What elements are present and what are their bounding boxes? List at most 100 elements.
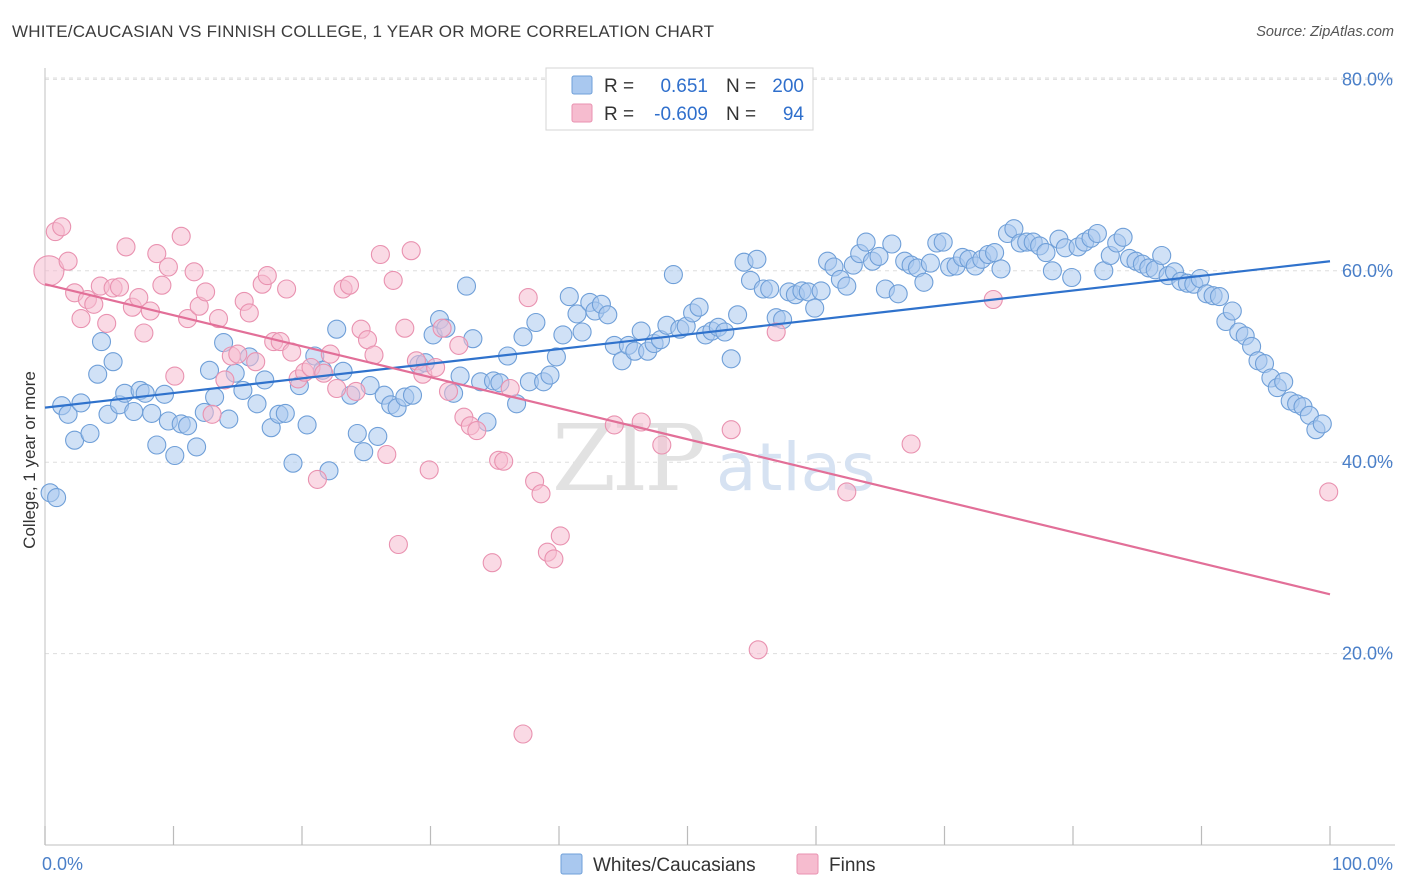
legend-r-label: R = bbox=[604, 76, 634, 97]
data-point-finns bbox=[518, 288, 538, 308]
data-point-finns bbox=[228, 344, 248, 364]
data-point-finns bbox=[116, 237, 136, 257]
data-point-finns bbox=[604, 415, 624, 435]
data-point-finns bbox=[165, 366, 185, 386]
data-point-finns bbox=[432, 318, 452, 338]
data-point-finns bbox=[134, 323, 154, 343]
watermark-zip: ZIP bbox=[552, 405, 703, 512]
data-point-whites bbox=[80, 423, 100, 444]
data-point-whites bbox=[1152, 245, 1172, 266]
data-point-finns bbox=[426, 357, 446, 378]
legend-r-value: -0.609 bbox=[654, 104, 708, 125]
data-point-whites bbox=[920, 253, 940, 273]
data-point-whites bbox=[837, 276, 857, 296]
chart-title: WHITE/CAUCASIAN VS FINNISH COLLEGE, 1 YE… bbox=[12, 22, 715, 41]
data-point-whites bbox=[553, 325, 573, 345]
data-point-whites bbox=[219, 409, 239, 429]
data-point-whites bbox=[91, 332, 112, 352]
data-point-finns bbox=[449, 335, 469, 355]
data-point-finns bbox=[401, 241, 421, 261]
data-point-finns bbox=[837, 482, 857, 502]
data-point-finns bbox=[158, 257, 178, 277]
legend-n-value: 200 bbox=[772, 76, 804, 97]
data-point-whites bbox=[297, 415, 317, 435]
data-point-whites bbox=[1222, 301, 1242, 321]
axis-layer: 0.0% 100.0% 20.0% 40.0% 60.0% 80.0% bbox=[42, 68, 1395, 874]
legend-r-label: R = bbox=[604, 104, 634, 125]
data-point-finns bbox=[766, 322, 786, 342]
data-point-whites bbox=[333, 361, 353, 381]
data-point-whites bbox=[187, 437, 207, 457]
y-tick-label: 20.0% bbox=[1342, 644, 1393, 664]
data-point-whites bbox=[526, 312, 546, 333]
data-point-finns bbox=[748, 640, 768, 660]
data-point-whites bbox=[1113, 227, 1133, 247]
data-point-whites bbox=[540, 365, 560, 385]
data-point-finns bbox=[339, 275, 360, 295]
x-tick-label: 0.0% bbox=[42, 854, 83, 874]
data-point-whites bbox=[178, 416, 198, 436]
data-point-whites bbox=[914, 272, 934, 292]
data-point-whites bbox=[205, 387, 225, 407]
data-point-finns bbox=[277, 279, 297, 299]
data-point-whites bbox=[882, 234, 902, 254]
data-point-whites bbox=[327, 319, 347, 339]
data-point-finns bbox=[513, 724, 533, 744]
y-tick-label: 60.0% bbox=[1342, 261, 1393, 281]
data-point-finns bbox=[544, 549, 564, 569]
data-point-finns bbox=[184, 262, 204, 282]
data-point-whites bbox=[888, 284, 908, 304]
data-point-finns bbox=[58, 251, 78, 271]
data-point-whites bbox=[760, 279, 780, 299]
data-point-whites bbox=[402, 385, 423, 405]
data-point-finns bbox=[419, 460, 439, 480]
data-point-finns bbox=[246, 352, 266, 372]
legend-n-label: N = bbox=[726, 104, 756, 125]
data-point-finns bbox=[202, 404, 222, 424]
trend-line-finns bbox=[44, 283, 1331, 596]
data-point-finns bbox=[901, 434, 921, 454]
data-point-finns bbox=[171, 226, 191, 246]
data-point-finns bbox=[327, 378, 347, 399]
data-point-whites bbox=[275, 403, 295, 423]
data-point-finns bbox=[314, 363, 334, 383]
y-tick-label: 80.0% bbox=[1342, 69, 1393, 89]
data-point-whites bbox=[283, 453, 303, 473]
data-point-whites bbox=[1042, 261, 1062, 281]
data-point-finns bbox=[652, 435, 672, 455]
data-point-whites bbox=[88, 364, 108, 384]
watermark: ZIP atlas bbox=[552, 405, 876, 512]
data-point-finns bbox=[494, 451, 514, 471]
bottom-legend-label-pink: Finns bbox=[829, 855, 875, 876]
data-point-whites bbox=[354, 442, 374, 462]
data-point-finns bbox=[52, 217, 72, 237]
legend-box: R = 0.651 N = 200 R = -0.609 N = 94 bbox=[545, 67, 814, 131]
data-point-finns bbox=[370, 244, 390, 265]
data-point-finns bbox=[438, 381, 459, 401]
data-point-finns bbox=[1319, 482, 1339, 502]
data-point-whites bbox=[147, 435, 167, 455]
data-point-finns bbox=[208, 309, 229, 329]
legend-n-label: N = bbox=[726, 76, 756, 97]
data-point-whites bbox=[721, 349, 741, 369]
data-point-whites bbox=[47, 488, 67, 508]
data-point-finns bbox=[377, 444, 397, 465]
data-point-finns bbox=[467, 421, 487, 441]
legend-swatch-blue bbox=[571, 75, 593, 95]
data-point-whites bbox=[1062, 267, 1082, 288]
data-point-whites bbox=[546, 347, 566, 367]
data-point-finns bbox=[383, 270, 403, 290]
data-point-finns bbox=[346, 381, 366, 401]
data-point-finns bbox=[550, 526, 570, 546]
legend-swatch-pink bbox=[571, 103, 593, 123]
data-point-finns bbox=[482, 553, 502, 573]
bottom-legend-swatch-pink bbox=[796, 853, 819, 875]
data-point-whites bbox=[247, 394, 267, 414]
data-point-whites bbox=[1312, 414, 1332, 434]
data-point-whites bbox=[991, 259, 1011, 279]
data-point-whites bbox=[689, 297, 709, 317]
data-point-whites bbox=[368, 426, 388, 446]
data-point-finns bbox=[196, 282, 216, 302]
